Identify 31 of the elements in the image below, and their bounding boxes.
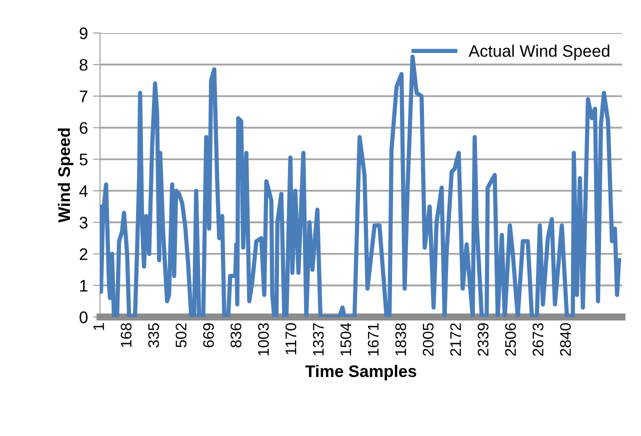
x-tick-label: 2005 [422, 323, 434, 356]
x-tick-label: 1337 [312, 323, 324, 356]
y-tick-label: 1 [80, 280, 88, 292]
y-tick-label: 7 [80, 90, 88, 102]
y-tick-label: 6 [80, 122, 88, 134]
x-tick-label: 1 [93, 323, 104, 330]
y-tick-label: 0 [80, 311, 88, 324]
x-tick-label: 2172 [450, 323, 461, 356]
x-tick-label: 502 [176, 323, 186, 348]
x-tick-label: 669 [203, 323, 214, 348]
x-tick-label: 2840 [560, 323, 571, 356]
x-tick-label: 836 [230, 323, 242, 348]
y-tick-label: 5 [80, 154, 88, 166]
x-tick-label: 168 [120, 323, 132, 347]
x-tick-label: 2339 [478, 323, 488, 356]
x-tick-label: 1838 [395, 323, 406, 356]
y-tick-label: 9 [80, 27, 88, 40]
x-tick-label: 1003 [258, 323, 269, 356]
y-tick-label: 8 [80, 58, 88, 71]
x-axis-title: Time Samples [305, 364, 416, 380]
x-tick-label: 1671 [368, 323, 379, 356]
y-tick-label: 4 [79, 185, 88, 197]
y-axis-title: Wind Speed [58, 128, 74, 223]
y-tick-label: 2 [80, 248, 88, 260]
x-tick-label: 2506 [505, 323, 516, 356]
y-tick-label: 3 [80, 216, 88, 229]
x-tick-label: 1170 [285, 323, 296, 354]
x-tick-label: 335 [148, 323, 160, 348]
legend-label: Actual Wind Speed [468, 44, 610, 60]
x-tick-label: 2673 [532, 323, 544, 356]
x-tick-label: 1504 [340, 323, 352, 356]
